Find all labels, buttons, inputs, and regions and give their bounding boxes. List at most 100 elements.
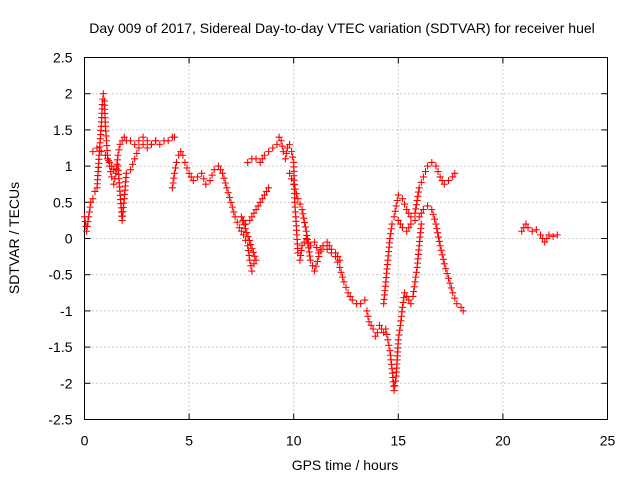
- data-point: [279, 148, 287, 156]
- data-point: [348, 296, 356, 304]
- data-point: [237, 213, 245, 221]
- data-point: [288, 148, 296, 156]
- data-point: [435, 237, 443, 245]
- data-point: [258, 155, 266, 163]
- data-point: [417, 209, 425, 217]
- data-point: [110, 180, 118, 188]
- data-point: [246, 216, 254, 224]
- data-point: [410, 283, 418, 291]
- data-point: [411, 278, 419, 286]
- data-point: [313, 244, 321, 252]
- data-point: [457, 303, 465, 311]
- y-tick-label: -2.5: [48, 412, 72, 428]
- data-point: [405, 224, 413, 232]
- data-point: [221, 179, 229, 187]
- data-point: [227, 198, 235, 206]
- data-point: [451, 169, 459, 177]
- data-point: [428, 206, 436, 214]
- data-point: [411, 216, 419, 224]
- data-point: [301, 223, 309, 231]
- data-point: [303, 236, 311, 244]
- data-point: [412, 273, 420, 281]
- data-point: [114, 151, 122, 159]
- data-point: [392, 202, 400, 210]
- data-point: [306, 252, 314, 260]
- data-point: [289, 153, 297, 161]
- data-point: [403, 227, 411, 235]
- series-trace-f: [363, 220, 425, 395]
- data-point: [265, 184, 273, 192]
- data-point: [424, 162, 432, 170]
- data-point: [399, 298, 407, 306]
- data-point: [265, 148, 273, 156]
- data-point: [442, 265, 450, 273]
- data-point: [394, 216, 402, 224]
- data-point: [344, 289, 352, 297]
- data-point: [421, 168, 429, 176]
- data-point: [396, 326, 404, 334]
- data-point: [226, 193, 234, 201]
- data-point: [91, 187, 99, 195]
- data-point: [127, 137, 135, 145]
- data-point: [260, 191, 268, 199]
- series-trace-h: [394, 202, 467, 315]
- data-point: [193, 173, 201, 181]
- data-point: [85, 213, 93, 221]
- data-point: [152, 137, 160, 145]
- data-point: [183, 164, 191, 172]
- data-point: [453, 300, 461, 308]
- data-point: [93, 144, 101, 152]
- data-point: [105, 157, 113, 165]
- y-tick-label: 2.5: [53, 50, 73, 66]
- y-tick-label: 0.5: [53, 194, 73, 210]
- data-point: [409, 292, 417, 300]
- data-point: [410, 288, 418, 296]
- data-point: [398, 303, 406, 311]
- data-point: [250, 209, 258, 217]
- data-point: [312, 262, 320, 270]
- data-point: [395, 331, 403, 339]
- data-point: [83, 222, 91, 230]
- data-point: [104, 155, 112, 163]
- data-point: [189, 177, 197, 185]
- data-point: [131, 155, 139, 163]
- data-point: [424, 202, 432, 210]
- data-point: [299, 210, 307, 218]
- data-point: [198, 169, 206, 177]
- data-point: [172, 164, 180, 172]
- data-point: [97, 148, 105, 156]
- data-point: [231, 213, 239, 221]
- data-point: [417, 178, 425, 186]
- data-point: [432, 162, 440, 170]
- data-point: [129, 160, 137, 168]
- y-tick-label: 1.5: [53, 122, 73, 138]
- data-point: [522, 220, 530, 228]
- data-point: [281, 155, 289, 163]
- data-point: [401, 200, 409, 208]
- data-point: [252, 155, 260, 163]
- data-point: [244, 158, 252, 166]
- data-point: [415, 213, 423, 221]
- data-point: [127, 166, 135, 174]
- data-point: [446, 279, 454, 287]
- data-point: [224, 189, 232, 197]
- data-point: [437, 246, 445, 254]
- data-point: [311, 238, 319, 246]
- data-point: [342, 283, 350, 291]
- data-point: [260, 151, 268, 159]
- data-point: [173, 158, 181, 166]
- data-point: [269, 144, 277, 152]
- data-point: [156, 140, 164, 148]
- series-trace-a: [81, 90, 178, 235]
- data-point: [200, 175, 208, 183]
- data-point: [336, 263, 344, 271]
- x-tick-label: 25: [600, 433, 616, 449]
- series-trace-d: [244, 133, 369, 308]
- data-point: [252, 256, 260, 264]
- data-point: [286, 140, 294, 148]
- data-point: [327, 245, 335, 253]
- data-point: [433, 224, 441, 232]
- data-point: [432, 220, 440, 228]
- data-point: [373, 329, 381, 337]
- data-point: [168, 184, 176, 192]
